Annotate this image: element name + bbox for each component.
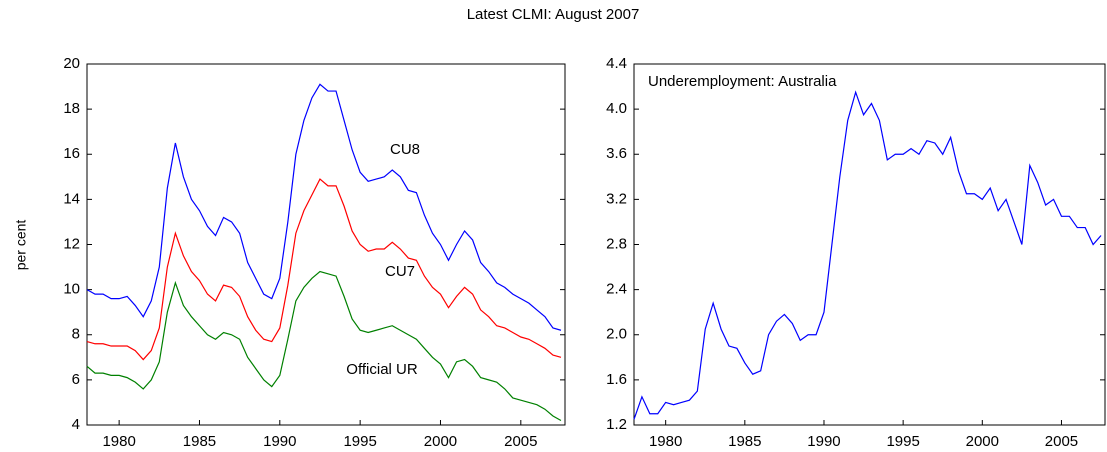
y-tick-label: 2.4: [606, 281, 627, 298]
data-line: [86, 83, 562, 331]
y-tick-label: 4.0: [606, 100, 627, 117]
data-line: [86, 178, 562, 361]
y-tick-label: 14: [63, 190, 80, 207]
x-tick-label: 1985: [728, 433, 761, 450]
x-tick-label: 1980: [102, 433, 135, 450]
data-line: [633, 90, 1102, 420]
x-tick-label: 1985: [183, 433, 216, 450]
y-tick-label: 3.2: [606, 190, 627, 207]
y-tick-label: 4.4: [606, 55, 627, 72]
y-tick-label: 2.8: [606, 235, 627, 252]
x-tick-label: 2005: [1045, 433, 1078, 450]
y-tick-label: 3.6: [606, 145, 627, 162]
series-label: Official UR: [346, 361, 418, 378]
x-tick-label: 2000: [424, 433, 457, 450]
y-tick-label: 12: [63, 235, 80, 252]
x-tick-label: 1990: [807, 433, 840, 450]
plot-frame: [633, 63, 1106, 426]
y-tick-label: 8: [72, 326, 80, 343]
y-axis-label: per cent: [13, 220, 29, 271]
x-tick-label: 1995: [886, 433, 919, 450]
page-title: Latest CLMI: August 2007: [467, 6, 640, 23]
y-tick-label: 10: [63, 281, 80, 298]
y-tick-label: 1.6: [606, 371, 627, 388]
annotation: Underemployment: Australia: [648, 73, 837, 90]
y-tick-label: 18: [63, 100, 80, 117]
x-tick-label: 2005: [504, 433, 537, 450]
y-tick-label: 4: [72, 416, 80, 433]
y-tick-label: 16: [63, 145, 80, 162]
series-label: CU7: [385, 263, 415, 280]
y-tick-label: 20: [63, 55, 80, 72]
plot-frame: [86, 63, 566, 426]
y-tick-label: 2.0: [606, 326, 627, 343]
series-label: CU8: [390, 141, 420, 158]
data-line: [86, 270, 562, 422]
x-tick-label: 1990: [263, 433, 296, 450]
x-tick-label: 2000: [966, 433, 999, 450]
y-tick-label: 1.2: [606, 416, 627, 433]
y-tick-label: 6: [72, 371, 80, 388]
x-tick-label: 1980: [649, 433, 682, 450]
x-tick-label: 1995: [343, 433, 376, 450]
